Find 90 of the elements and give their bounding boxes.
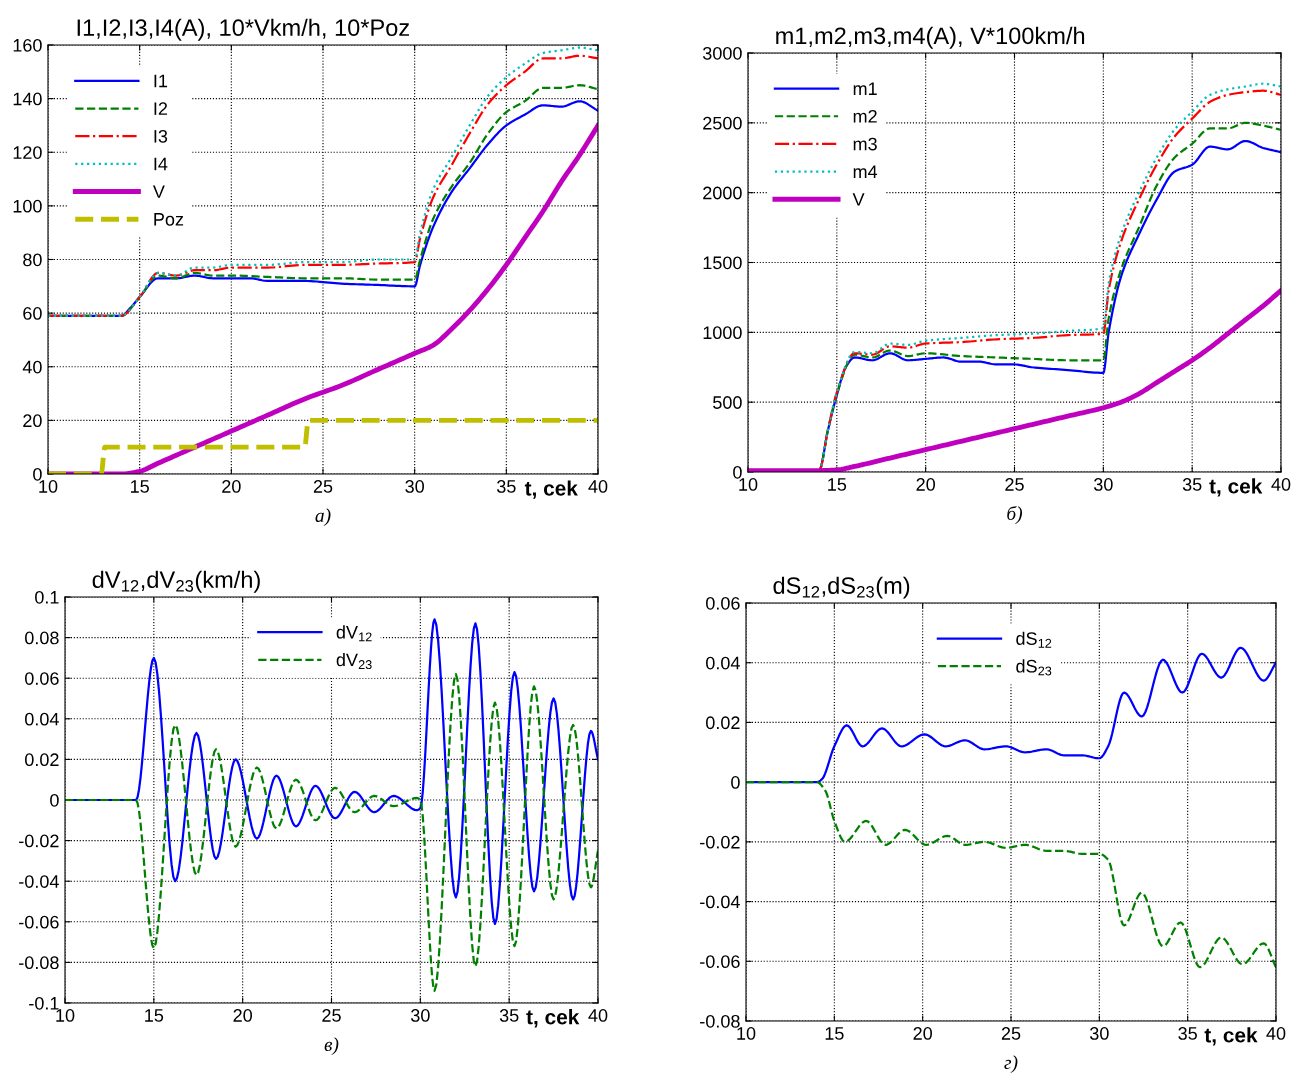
y-tick-label: 40 <box>22 360 42 374</box>
y-tick-label: -0.06 <box>700 955 740 969</box>
x-tick-label: 20 <box>233 1009 252 1022</box>
chart-title: dS$_{12}$,dS$_{23}$(m) <box>773 576 910 599</box>
y-tick-label: 0.08 <box>25 631 59 645</box>
x-tick-label: 20 <box>916 478 935 491</box>
y-tick-label: 100 <box>13 199 42 213</box>
x-axis-title: t, cek <box>1204 1027 1258 1046</box>
x-tick-label: 10 <box>739 478 758 491</box>
x-axis-title: t, cek <box>524 480 578 499</box>
x-tick-label: 25 <box>1001 1027 1021 1040</box>
y-tick-label: 80 <box>23 253 42 267</box>
legend-label: m4 <box>853 165 878 178</box>
y-tick-label: 1500 <box>703 256 742 270</box>
legend-label: I1 <box>154 74 168 88</box>
x-tick-label: 40 <box>1271 478 1291 491</box>
legend-label: I4 <box>154 157 168 171</box>
y-tick-label: 0.02 <box>25 753 59 767</box>
x-tick-label: 40 <box>588 480 608 493</box>
legend-label: I3 <box>154 129 168 143</box>
x-tick-label: 30 <box>405 480 424 493</box>
legend-label: I2 <box>154 102 168 115</box>
y-tick-label: 1000 <box>703 326 742 340</box>
legend-label: V <box>852 193 865 206</box>
y-tick-label: 0.04 <box>25 712 59 726</box>
y-tick-label: 0 <box>33 467 42 481</box>
y-tick-label: 0 <box>733 465 742 479</box>
y-tick-label: 60 <box>23 307 42 320</box>
x-tick-label: 25 <box>313 480 333 493</box>
y-tick-label: 0.06 <box>25 672 59 685</box>
y-tick-label: -0.08 <box>700 1014 740 1028</box>
y-tick-label: -0.08 <box>19 956 59 970</box>
text: а) <box>315 508 331 526</box>
y-tick-label: 0.02 <box>706 716 740 730</box>
y-tick-label: 0 <box>50 793 59 807</box>
x-tick-label: 35 <box>1182 478 1202 491</box>
y-tick-label: 2000 <box>703 186 742 200</box>
chart-title: I1,I2,I3,I4(A), 10*Vkm/h, 10*Poz <box>77 18 409 41</box>
chart-title: m1,m2,m3,m4(A), V*100km/h <box>776 26 1085 49</box>
legend-label: m3 <box>853 137 877 151</box>
text: в) <box>324 1037 339 1055</box>
y-tick-label: 0.1 <box>35 590 59 604</box>
x-tick-label: 35 <box>499 1009 519 1022</box>
x-tick-label: 10 <box>56 1009 75 1022</box>
y-tick-label: -0.1 <box>29 996 59 1010</box>
y-tick-label: -0.02 <box>700 835 740 849</box>
legend-label: V <box>152 185 165 198</box>
text: г) <box>1004 1055 1018 1073</box>
y-tick-label: 0.06 <box>706 596 740 610</box>
y-tick-label: -0.04 <box>19 875 59 888</box>
x-tick-label: 25 <box>322 1009 341 1022</box>
y-tick-label: -0.02 <box>19 834 59 848</box>
y-tick-label: 500 <box>713 396 742 409</box>
y-tick-label: -0.06 <box>19 915 59 929</box>
legend-label: dS$_{23}$ <box>1016 659 1052 676</box>
legend-label: m1 <box>853 82 877 95</box>
y-tick-label: 20 <box>23 414 42 428</box>
x-tick-label: 25 <box>1005 478 1024 491</box>
x-tick-label: 10 <box>39 480 58 493</box>
y-tick-label: 0 <box>731 776 740 789</box>
x-tick-label: 15 <box>825 1027 844 1040</box>
text: б) <box>1007 505 1023 524</box>
x-tick-label: 15 <box>828 478 847 491</box>
y-tick-label: 120 <box>13 146 42 159</box>
y-tick-label: 0.04 <box>706 656 740 670</box>
x-tick-label: 10 <box>737 1027 756 1040</box>
legend-label: dV$_{23}$ <box>336 653 372 670</box>
x-tick-label: 15 <box>145 1009 164 1022</box>
legend-label: dV$_{12}$ <box>336 625 372 642</box>
legend-label: Poz <box>154 213 184 226</box>
x-axis-title: t, cek <box>1209 478 1263 497</box>
y-tick-label: 140 <box>13 92 42 106</box>
y-tick-label: 3000 <box>702 46 742 60</box>
x-axis-title: t, cek <box>526 1009 580 1028</box>
x-tick-label: 30 <box>1089 1027 1109 1040</box>
legend-label: dS$_{12}$ <box>1016 631 1052 648</box>
y-tick-label: 160 <box>13 38 42 52</box>
x-tick-label: 20 <box>222 480 241 493</box>
x-tick-label: 35 <box>496 480 516 493</box>
y-tick-label: -0.04 <box>700 895 740 909</box>
x-tick-label: 35 <box>1178 1027 1197 1040</box>
x-tick-label: 40 <box>1266 1027 1286 1040</box>
x-tick-label: 40 <box>588 1009 608 1022</box>
x-tick-label: 15 <box>131 480 149 493</box>
chart-title: dV$_{12}$,dV$_{23}$(km/h) <box>92 570 260 593</box>
y-tick-label: 2500 <box>703 116 742 130</box>
legend-label: m2 <box>853 109 877 123</box>
x-tick-label: 20 <box>913 1027 932 1040</box>
x-tick-label: 30 <box>1093 478 1113 491</box>
x-tick-label: 30 <box>410 1009 430 1022</box>
